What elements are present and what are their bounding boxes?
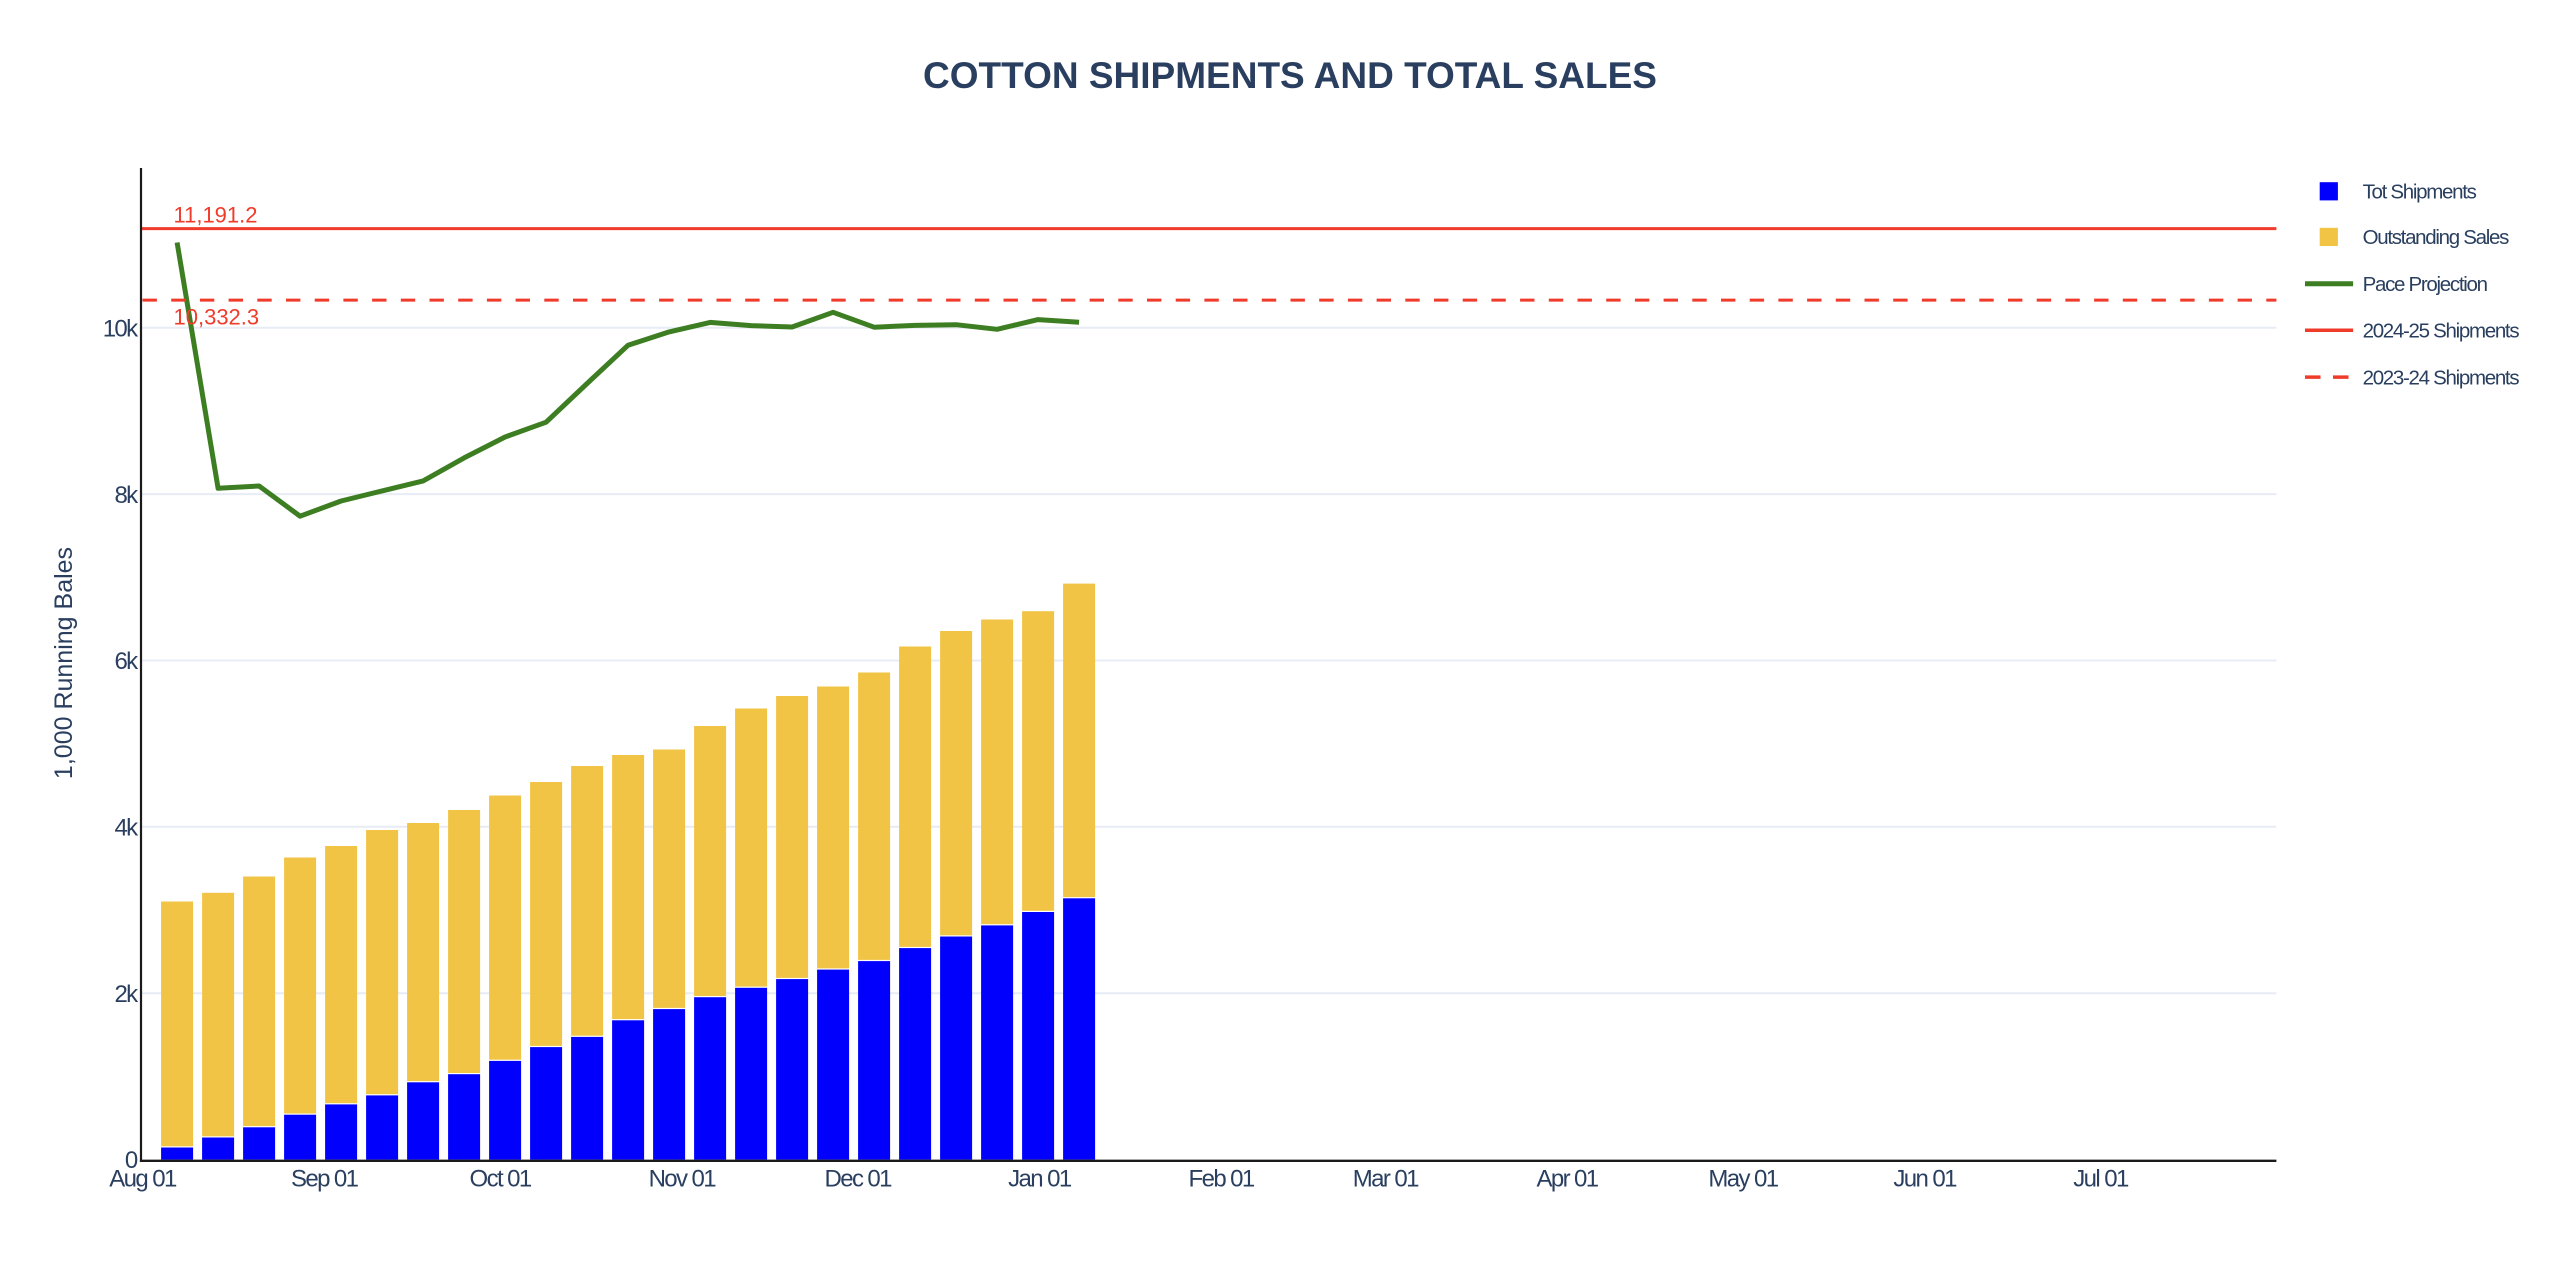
svg-text:Oct 01: Oct 01 [470, 1165, 532, 1192]
svg-text:Mar 01: Mar 01 [1353, 1165, 1419, 1192]
svg-text:8k: 8k [114, 482, 139, 509]
svg-text:Jan 01: Jan 01 [1008, 1165, 1072, 1192]
svg-text:10k: 10k [103, 316, 139, 343]
svg-text:Aug 01: Aug 01 [109, 1165, 177, 1192]
svg-text:May 01: May 01 [1708, 1165, 1778, 1192]
svg-text:Tot Shipments: Tot Shipments [2363, 181, 2477, 204]
svg-text:Pace Projection: Pace Projection [2363, 273, 2488, 296]
svg-text:Feb 01: Feb 01 [1189, 1165, 1255, 1192]
svg-text:Jun 01: Jun 01 [1893, 1165, 1957, 1192]
svg-text:2024-25 Shipments: 2024-25 Shipments [2363, 319, 2520, 342]
svg-text:2k: 2k [114, 981, 139, 1008]
svg-text:Nov 01: Nov 01 [649, 1165, 717, 1192]
svg-text:0: 0 [125, 1147, 138, 1174]
svg-text:4k: 4k [114, 815, 139, 842]
svg-text:10,332.3: 10,332.3 [174, 304, 260, 329]
svg-text:1,000 Running Bales: 1,000 Running Bales [50, 547, 78, 779]
svg-text:11,191.2: 11,191.2 [174, 203, 258, 228]
svg-text:6k: 6k [114, 648, 139, 675]
svg-text:Outstanding Sales: Outstanding Sales [2363, 226, 2509, 249]
svg-text:COTTON SHIPMENTS AND TOTAL SAL: COTTON SHIPMENTS AND TOTAL SALES [923, 55, 1657, 96]
svg-text:Sep 01: Sep 01 [291, 1165, 359, 1192]
svg-text:Jul 01: Jul 01 [2073, 1165, 2129, 1192]
svg-text:2023-24 Shipments: 2023-24 Shipments [2363, 366, 2520, 389]
svg-text:Dec 01: Dec 01 [824, 1165, 892, 1192]
svg-text:Apr 01: Apr 01 [1536, 1165, 1598, 1192]
